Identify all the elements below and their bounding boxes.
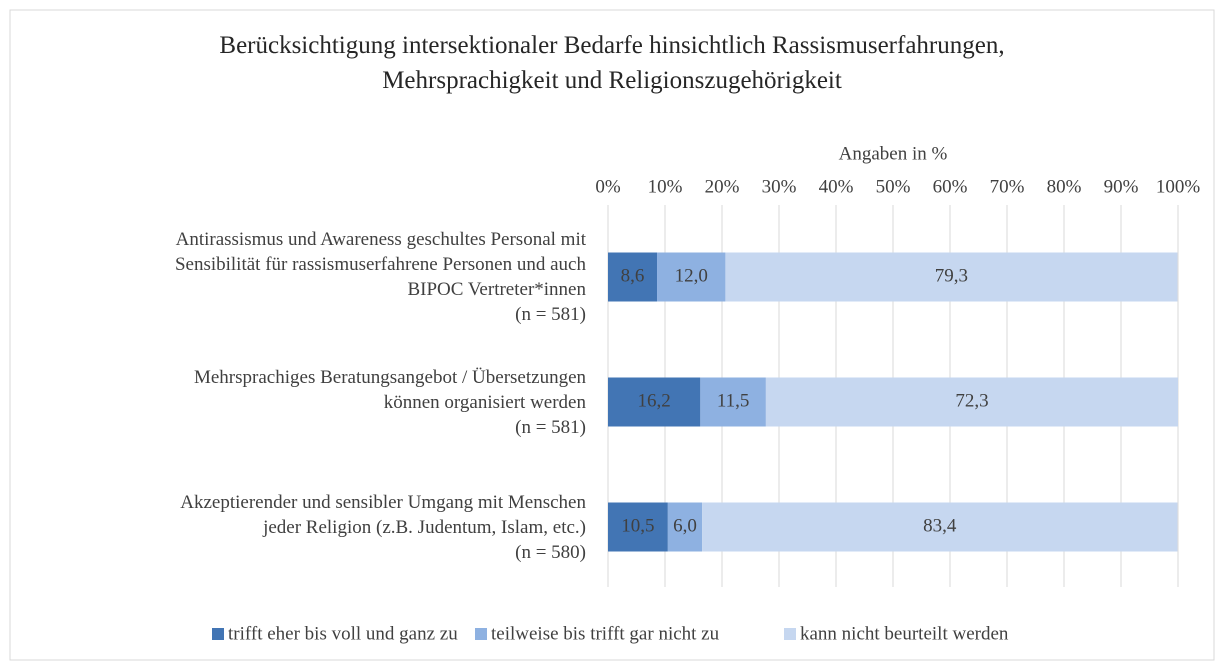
- x-tick-label: 40%: [819, 176, 854, 197]
- legend-label: teilweise bis trifft gar nicht zu: [491, 623, 720, 644]
- bar: [765, 377, 1178, 427]
- x-tick-label: 90%: [1104, 176, 1139, 197]
- x-tick-label: 70%: [990, 176, 1025, 197]
- bar: [608, 252, 658, 302]
- data-label: 12,0: [675, 265, 708, 286]
- x-tick-label: 80%: [1047, 176, 1082, 197]
- chart-border: [9, 9, 1215, 661]
- x-tick-label: 100%: [1156, 176, 1201, 197]
- legend-label: trifft eher bis voll und ganz zu: [228, 623, 458, 644]
- bar: [608, 502, 668, 552]
- legend-swatch: [784, 628, 796, 640]
- data-label: 16,2: [638, 390, 671, 411]
- x-tick-label: 20%: [705, 176, 740, 197]
- bar: [608, 377, 701, 427]
- x-tick-label: 0%: [595, 176, 621, 197]
- data-label: 8,6: [621, 265, 645, 286]
- y-tick-label: Akzeptierender und sensibler Umgang mit …: [180, 491, 586, 563]
- x-tick-label: 10%: [648, 176, 683, 197]
- legend-label: kann nicht beurteilt werden: [800, 623, 1009, 644]
- bar: [657, 252, 726, 302]
- x-tick-label: 60%: [933, 176, 968, 197]
- bar: [700, 377, 766, 427]
- x-tick-label: 50%: [876, 176, 911, 197]
- bar: [667, 502, 703, 552]
- legend-swatch: [212, 628, 224, 640]
- y-tick-label: Antirassismus und Awareness geschultes P…: [174, 229, 586, 325]
- bar: [725, 252, 1178, 302]
- legend-swatch: [475, 628, 487, 640]
- x-tick-label: 30%: [762, 176, 797, 197]
- data-label: 6,0: [673, 515, 697, 536]
- y-tick-label: Mehrsprachiges Beratungsangebot / Überse…: [193, 366, 586, 438]
- data-label: 11,5: [717, 390, 750, 411]
- chart-title: Berücksichtigung intersektionaler Bedarf…: [219, 32, 1005, 94]
- data-label: 83,4: [923, 515, 957, 536]
- bar: [702, 502, 1178, 552]
- data-label: 10,5: [621, 515, 654, 536]
- data-label: 72,3: [955, 390, 988, 411]
- x-axis-label: Angaben in %: [839, 143, 948, 164]
- data-label: 79,3: [935, 265, 968, 286]
